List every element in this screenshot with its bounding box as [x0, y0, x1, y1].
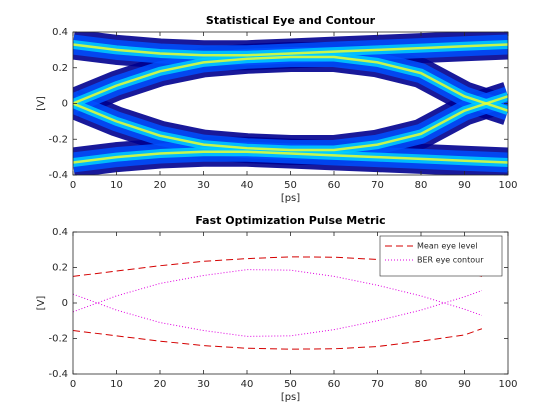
x-tick-label: 20	[154, 379, 167, 390]
eye-band	[73, 55, 508, 112]
eye-band	[73, 150, 508, 164]
plot-content	[73, 32, 508, 175]
y-tick-label: 0	[62, 99, 68, 110]
x-tick-label: 30	[197, 180, 210, 191]
series-line	[73, 328, 483, 350]
x-tick-label: 10	[110, 379, 123, 390]
x-tick-label: 20	[154, 180, 167, 191]
x-tick-label: 100	[498, 379, 517, 390]
x-axis-label: [ps]	[281, 392, 300, 403]
x-tick-label: 60	[328, 180, 341, 191]
y-tick-label: -0.4	[48, 170, 68, 181]
chart-title: Fast Optimization Pulse Metric	[195, 214, 385, 227]
x-axis-label: [ps]	[281, 193, 300, 204]
x-tick-label: 80	[415, 379, 428, 390]
x-tick-label: 100	[498, 180, 517, 191]
x-tick-label: 50	[284, 180, 297, 191]
x-tick-label: 40	[241, 180, 254, 191]
x-tick-label: 10	[110, 180, 123, 191]
y-tick-label: 0.2	[52, 63, 68, 74]
y-axis-label: [V]	[36, 96, 47, 111]
x-tick-label: 90	[458, 180, 471, 191]
x-tick-label: 0	[70, 379, 76, 390]
y-tick-label: -0.2	[48, 334, 68, 345]
x-tick-label: 40	[241, 379, 254, 390]
y-tick-label: -0.2	[48, 134, 68, 145]
legend-label: BER eye contour	[417, 256, 484, 265]
x-tick-label: 80	[415, 180, 428, 191]
y-tick-label: 0	[62, 298, 68, 309]
x-tick-label: 70	[371, 180, 384, 191]
legend-label: Mean eye level	[417, 242, 477, 251]
x-tick-label: 30	[197, 379, 210, 390]
y-tick-label: 0.2	[52, 263, 68, 274]
y-tick-label: -0.4	[48, 369, 68, 380]
eye-band	[73, 43, 508, 57]
y-axis-label: [V]	[36, 296, 47, 311]
chart-title: Statistical Eye and Contour	[206, 14, 376, 27]
y-tick-label: 0.4	[52, 227, 68, 238]
x-tick-label: 0	[70, 180, 76, 191]
x-tick-label: 70	[371, 379, 384, 390]
x-tick-label: 90	[458, 379, 471, 390]
x-tick-label: 60	[328, 379, 341, 390]
x-tick-label: 50	[284, 379, 297, 390]
legend-box	[379, 235, 503, 277]
eye-band	[73, 95, 508, 152]
y-tick-label: 0.4	[52, 27, 68, 38]
